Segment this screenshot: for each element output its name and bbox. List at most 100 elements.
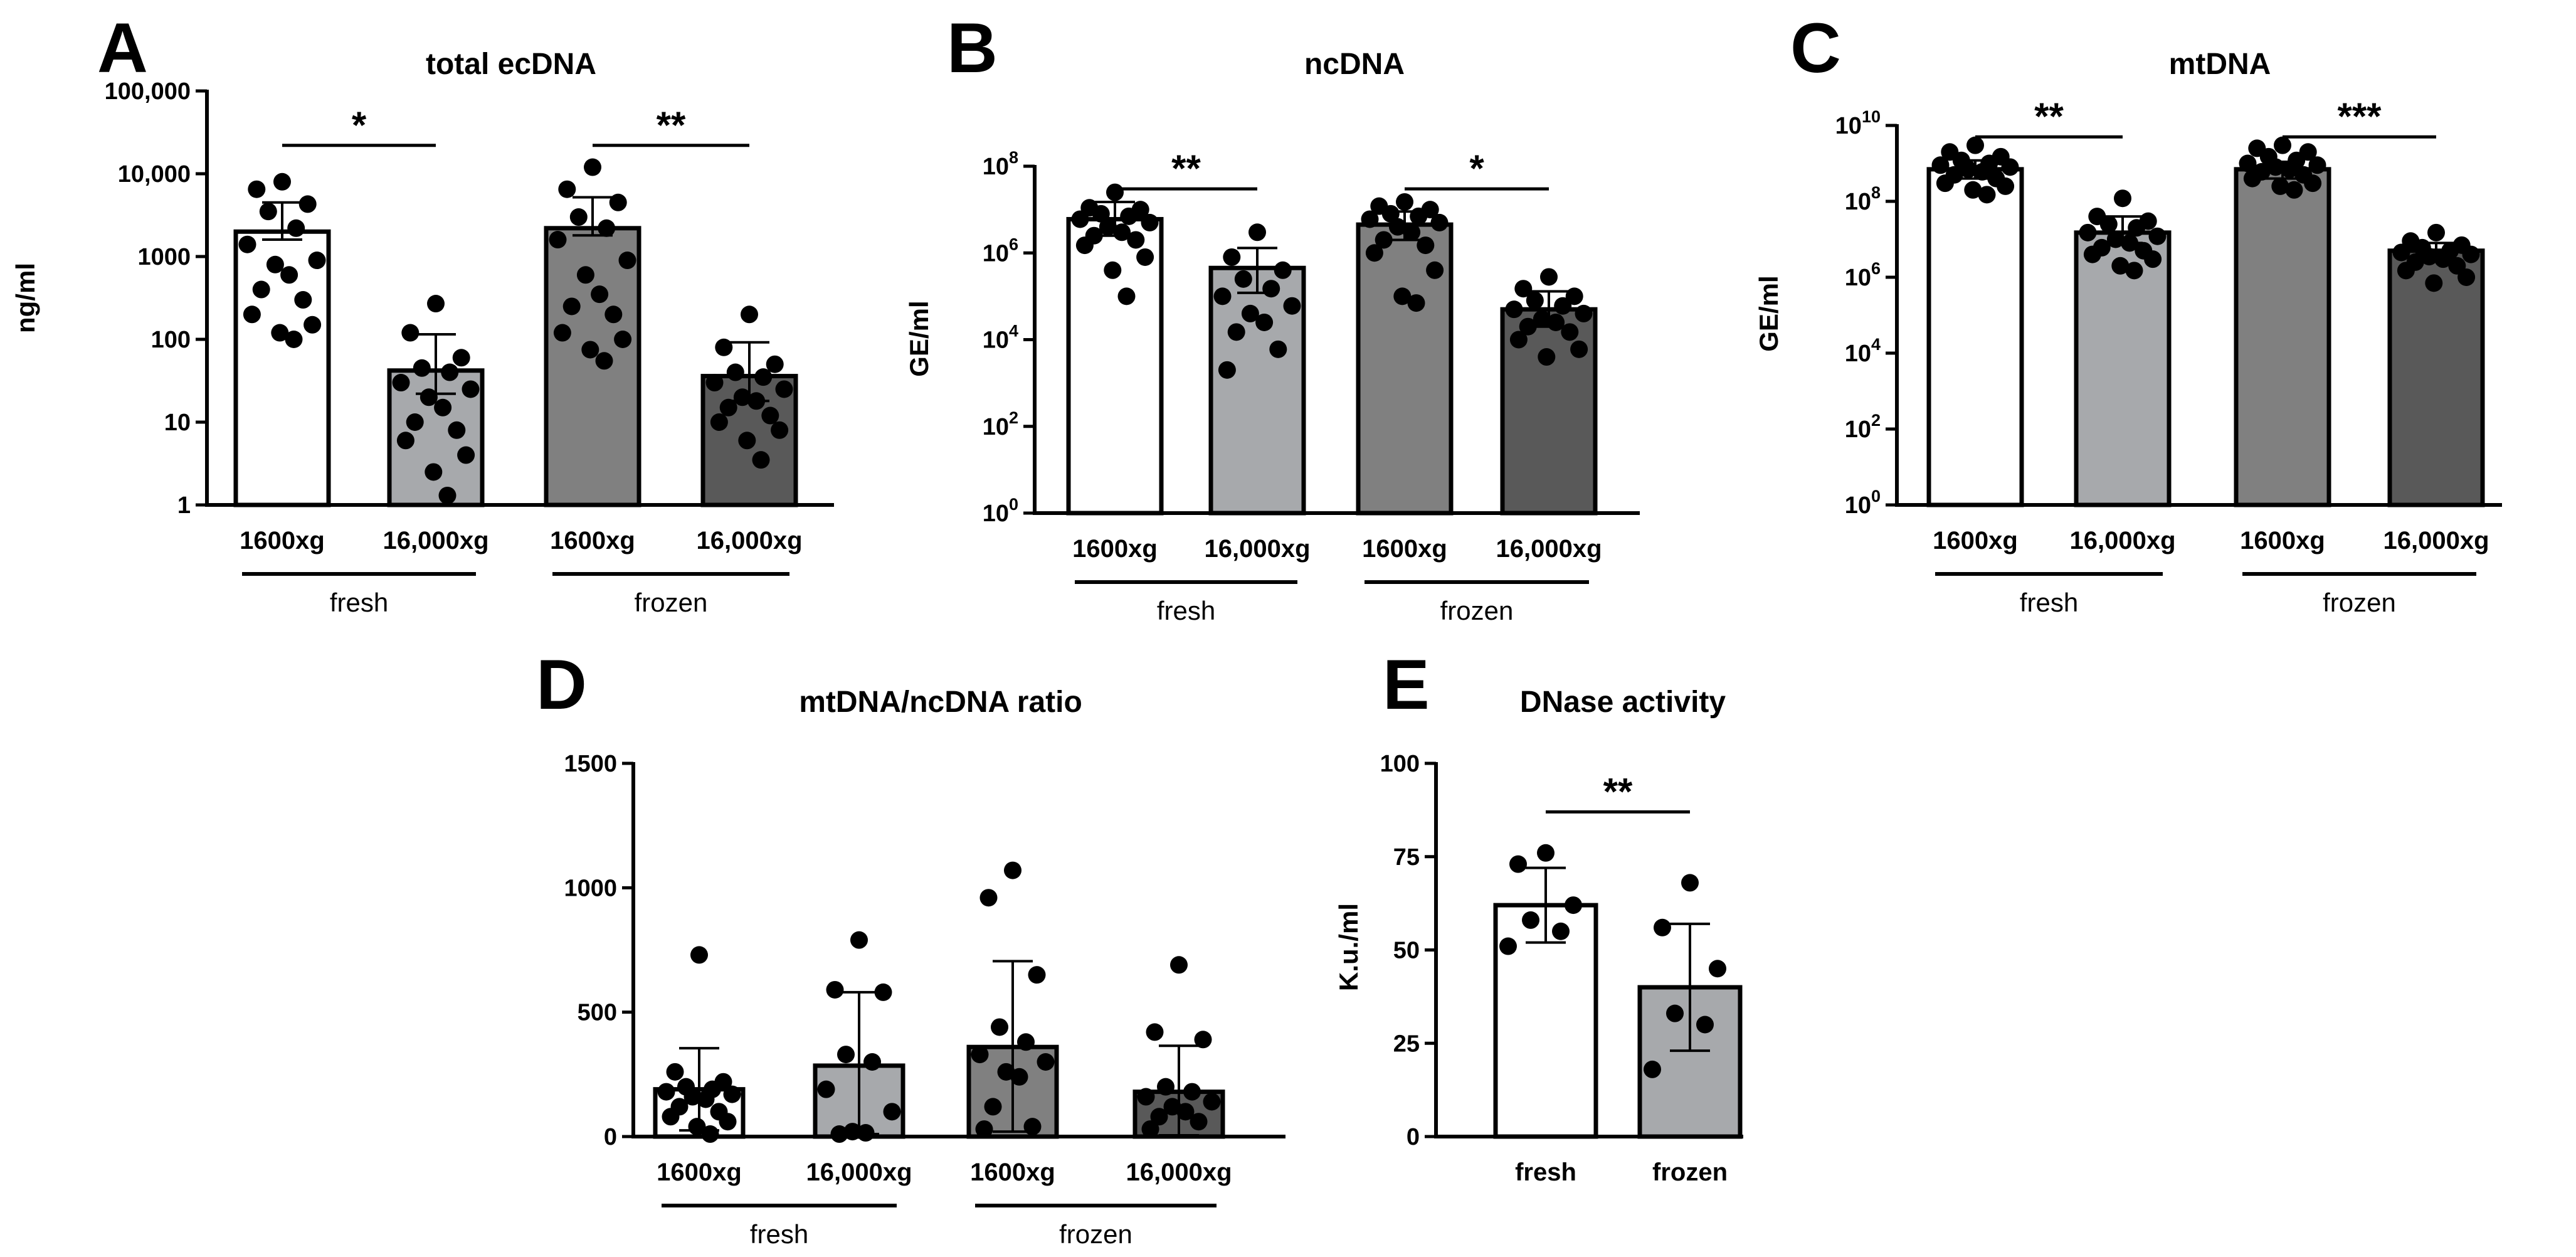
data-point [1964,181,1982,199]
data-point [448,421,466,439]
data-point [2079,223,2097,241]
data-point [984,1098,1002,1116]
y-tick-exponent: 0 [1009,495,1018,514]
data-point [441,363,459,381]
data-point [874,983,892,1001]
data-point [1157,1078,1175,1096]
x-tick-label: 1600xg [1933,527,2018,554]
x-tick-label: 16,000xg [696,527,802,554]
data-point [1537,844,1555,862]
data-point [2271,177,2289,195]
group-label: frozen [2323,588,2396,617]
data-point [1519,317,1537,336]
data-point [273,172,291,191]
data-point [609,193,627,211]
data-point [1017,1033,1035,1051]
data-point [1936,174,1954,193]
data-point [1403,223,1421,241]
data-point [1274,261,1292,279]
data-point [666,1063,684,1081]
data-point [850,931,868,949]
data-point [614,331,632,348]
data-point [1973,162,1992,181]
data-point [584,158,601,176]
y-tick-label: 100 [151,327,191,353]
y-tick-label: 108 [983,148,1018,180]
data-point [738,432,756,450]
data-point [710,413,728,431]
chart-title: total ecDNA [426,48,596,81]
data-point [1234,270,1252,288]
data-point [2397,262,2415,280]
y-tick-base: 10 [1845,416,1871,443]
data-point [1396,193,1413,211]
data-point [1028,966,1046,984]
data-point [1509,855,1527,873]
panel-e: E DNase activity K.u./ml 0 25 50 75 100 fresh fro… [1334,645,1743,1186]
data-point [308,252,326,270]
data-point [2274,136,2291,154]
bar [1926,167,2024,507]
data-point [1654,918,1671,936]
data-point [2111,257,2130,275]
significance-label: ** [1603,770,1633,812]
data-point [1361,210,1379,228]
data-point [1010,1068,1028,1086]
x-tick-label: 1600xg [1072,535,1158,563]
y-tick-base: 10 [983,414,1009,440]
x-tick-label: 16,000xg [806,1159,912,1186]
data-point [979,889,998,907]
data-point [2114,189,2131,208]
chart-title: mtDNA/ncDNA ratio [799,686,1082,719]
y-tick-label: 1 [177,492,191,519]
y-tick-label: 100 [983,495,1018,527]
data-point [971,1046,989,1064]
data-point [396,432,414,450]
panel-letter: D [536,645,587,724]
y-tick-base: 10 [983,327,1009,354]
data-point [427,295,445,313]
data-point [761,406,779,425]
y-tick-base: 10 [1845,492,1871,519]
data-point [2434,250,2452,268]
data-point [697,1090,715,1108]
data-point [1644,1060,1661,1078]
data-point [1514,280,1533,298]
data-point [1104,261,1122,279]
y-tick-label: 106 [983,235,1018,267]
data-point [2308,156,2326,174]
data-point [1023,1118,1042,1136]
data-point [238,235,256,253]
data-point [581,341,599,359]
y-tick-base: 10 [1845,189,1871,215]
significance-label: * [352,104,367,146]
data-point [1509,331,1528,349]
y-tick-label: 106 [1845,259,1881,291]
data-point [1997,177,2015,195]
data-point [1099,218,1117,236]
data-point [684,1088,702,1106]
y-tick-base: 10 [983,501,1009,527]
data-point [1381,204,1400,223]
y-tick-label: 1000 [137,244,191,270]
data-point [1526,292,1544,310]
y-axis-label: GE/ml [904,300,934,376]
y-tick-exponent: 10 [1862,107,1881,126]
data-point [2239,154,2257,172]
y-tick-exponent: 4 [1009,322,1018,341]
data-point [618,252,636,270]
data-point [569,208,588,226]
y-tick-label: 104 [983,322,1018,354]
data-point [719,1113,737,1131]
y-tick-label: 75 [1393,844,1420,871]
data-point [1106,183,1124,201]
data-point [1565,896,1582,915]
data-point [719,398,737,416]
data-point [304,316,322,334]
data-point [1407,294,1425,312]
data-point [1136,248,1154,266]
data-point [2083,245,2101,263]
